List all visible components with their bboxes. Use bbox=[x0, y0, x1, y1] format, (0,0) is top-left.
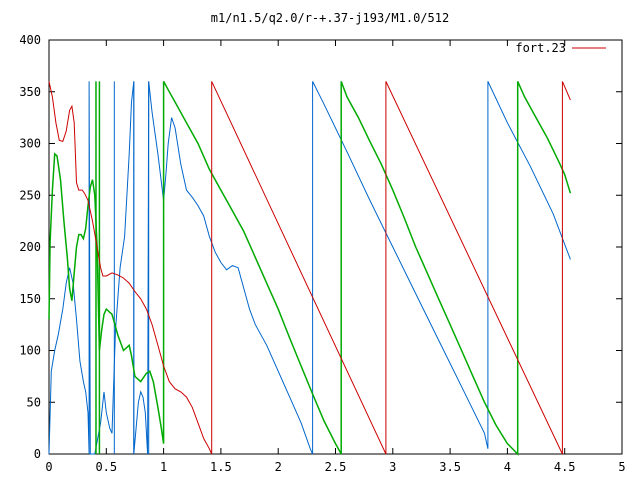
y-tick-label: 0 bbox=[34, 447, 41, 461]
series-line-1 bbox=[48, 81, 572, 456]
x-tick-label: 3 bbox=[389, 460, 396, 474]
y-tick-label: 200 bbox=[19, 240, 41, 254]
y-tick-label: 50 bbox=[27, 395, 41, 409]
y-tick-label: 350 bbox=[19, 85, 41, 99]
legend-label-fort23: fort.23 bbox=[515, 41, 566, 55]
series-line-0 bbox=[48, 81, 571, 455]
y-tick-label: 300 bbox=[19, 137, 41, 151]
y-tick-label: 150 bbox=[19, 292, 41, 306]
x-tick-label: 0.5 bbox=[95, 460, 117, 474]
y-tick-label: 400 bbox=[19, 33, 41, 47]
y-tick-label: 100 bbox=[19, 344, 41, 358]
x-tick-label: 2 bbox=[275, 460, 282, 474]
series-layer bbox=[48, 81, 572, 456]
x-tick-label: 4.5 bbox=[554, 460, 576, 474]
legend: fort.23 bbox=[515, 41, 606, 55]
plot-frame bbox=[48, 39, 623, 455]
x-tick-label: 5 bbox=[618, 460, 625, 474]
x-tick-label: 3.5 bbox=[439, 460, 461, 474]
x-tick-label: 4 bbox=[504, 460, 511, 474]
series-line-2 bbox=[48, 81, 571, 455]
axis-ticks: 0 0.5 1 1.5 2 2.5 3 3.5 4 4.5 50501001502002503003… bbox=[19, 33, 625, 474]
chart-title: m1/n1.5/q2.0/r-+.37-j193/M1.0/512 bbox=[211, 11, 449, 25]
x-tick-label: 1.5 bbox=[210, 460, 232, 474]
y-tick-label: 250 bbox=[19, 188, 41, 202]
x-tick-label: 1 bbox=[160, 460, 167, 474]
x-tick-label: 0 bbox=[45, 460, 52, 474]
x-tick-label: 2.5 bbox=[325, 460, 347, 474]
